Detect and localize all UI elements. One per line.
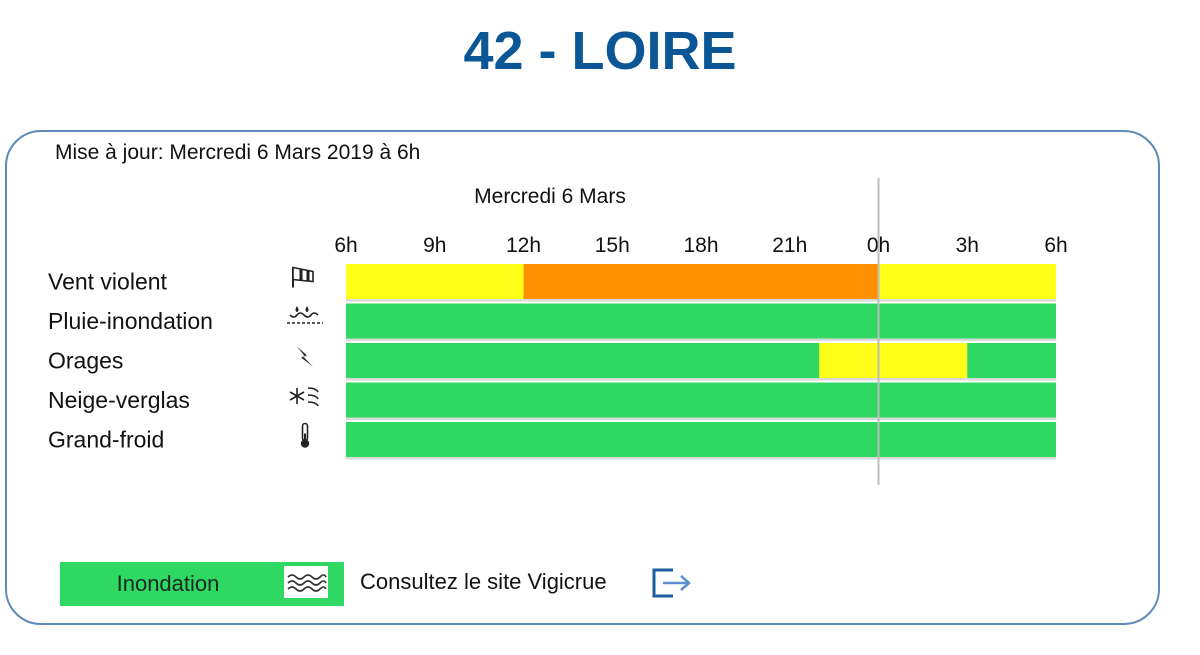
bar-segment-orange — [523, 264, 879, 299]
windsock-icon — [292, 266, 314, 288]
x-tick-label: 3h — [956, 234, 979, 257]
x-tick-label: 6h — [334, 234, 357, 257]
row-label: Pluie-inondation — [48, 308, 213, 334]
bar-segment-yellow — [819, 343, 968, 378]
row-labels: Vent violent Pluie-inondation Orages Neige-… — [48, 269, 213, 453]
row-icons — [287, 266, 323, 448]
bar-segment-green — [346, 303, 1056, 339]
flood-waves-icon — [284, 566, 328, 598]
bar-segment-green — [967, 343, 1056, 378]
page-title: 42 - LOIRE — [463, 21, 737, 81]
vigicrue-link[interactable]: Consultez le site Vigicrue — [360, 569, 607, 594]
chart-bars — [346, 264, 1056, 460]
bar-segment-green — [346, 343, 820, 378]
x-tick-label: 15h — [595, 234, 630, 257]
day-label: Mercredi 6 Mars — [474, 185, 626, 208]
row-separator — [346, 299, 1056, 302]
row-label: Orages — [48, 348, 123, 374]
vigilance-panel — [5, 130, 1160, 625]
update-timestamp: Mise à jour: Mercredi 6 Mars 2019 à 6h — [55, 141, 421, 164]
x-tick-label: 9h — [423, 234, 446, 257]
bar-segment-yellow — [878, 264, 1056, 299]
row-separator — [346, 378, 1056, 381]
row-label: Grand-froid — [48, 427, 164, 453]
x-tick-label: 12h — [506, 234, 541, 257]
row-separator — [346, 417, 1056, 420]
row-separator — [346, 338, 1056, 341]
thermometer-icon — [300, 422, 310, 448]
bar-segment-yellow — [346, 264, 524, 299]
x-tick-label: 6h — [1044, 234, 1067, 257]
row-separator — [346, 457, 1056, 460]
x-axis-ticks: 6h 9h 12h 15h 18h 21h 0h 3h 6h — [334, 234, 1067, 257]
legend-label: Inondation — [116, 571, 220, 596]
x-tick-label: 18h — [683, 234, 718, 257]
external-link-icon[interactable] — [651, 566, 697, 600]
x-tick-label: 21h — [772, 234, 807, 257]
snow-ice-icon — [289, 387, 319, 407]
row-label: Vent violent — [48, 269, 168, 295]
bar-segment-green — [346, 382, 1056, 418]
bar-segment-green — [346, 422, 1056, 457]
row-label: Neige-verglas — [48, 387, 190, 413]
rain-flood-icon — [287, 306, 323, 324]
lightning-icon — [297, 346, 313, 367]
